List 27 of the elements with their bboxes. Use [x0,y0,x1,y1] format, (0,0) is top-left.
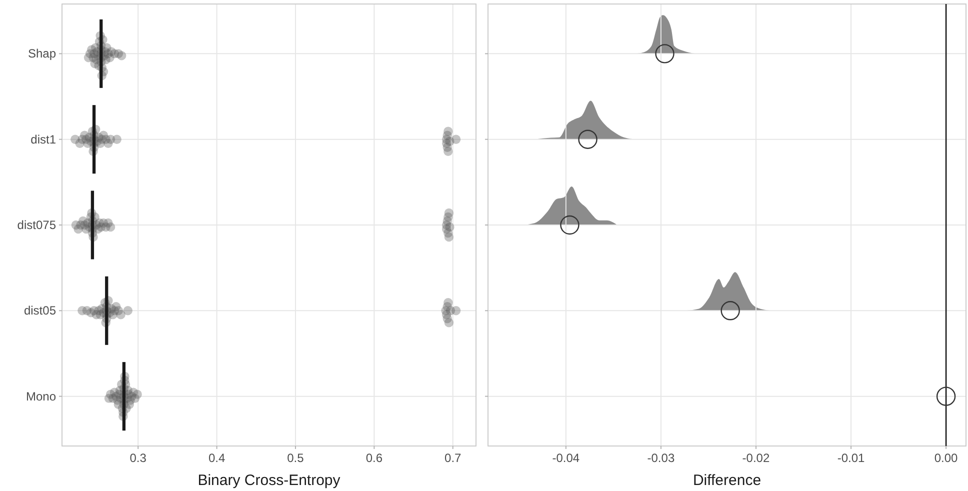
y-tick-label: Mono [26,389,56,404]
point [720,301,740,320]
bar [92,105,96,174]
x-tick-label: -0.03 [647,451,675,465]
point [578,130,598,149]
bar [90,190,94,260]
x-tick-label: 0.6 [366,451,383,465]
x-tick-label: -0.01 [837,451,866,465]
x-tick-label: -0.04 [552,451,580,465]
y-tick-label: dist075 [17,218,56,232]
x-tick-label: 0.5 [287,451,304,465]
y-tick-label: Shap [28,46,56,61]
x-tick-label: 0.7 [444,451,462,465]
point [655,44,674,64]
y-tick-label: dist05 [24,304,56,318]
x-tick-label: -0.02 [742,451,770,465]
point [936,386,956,406]
bar [122,362,126,431]
y-tick-label: dist1 [30,132,56,146]
x-tick-label: 0.00 [934,451,958,465]
x-axis-title: Difference [692,472,762,489]
point [560,215,580,235]
x-axis-title: Binary Cross-Entropy [198,472,341,489]
x-tick-label: 0.4 [208,451,226,465]
bar [100,19,103,88]
bar [105,276,108,345]
x-tick-label: 0.3 [130,451,147,465]
